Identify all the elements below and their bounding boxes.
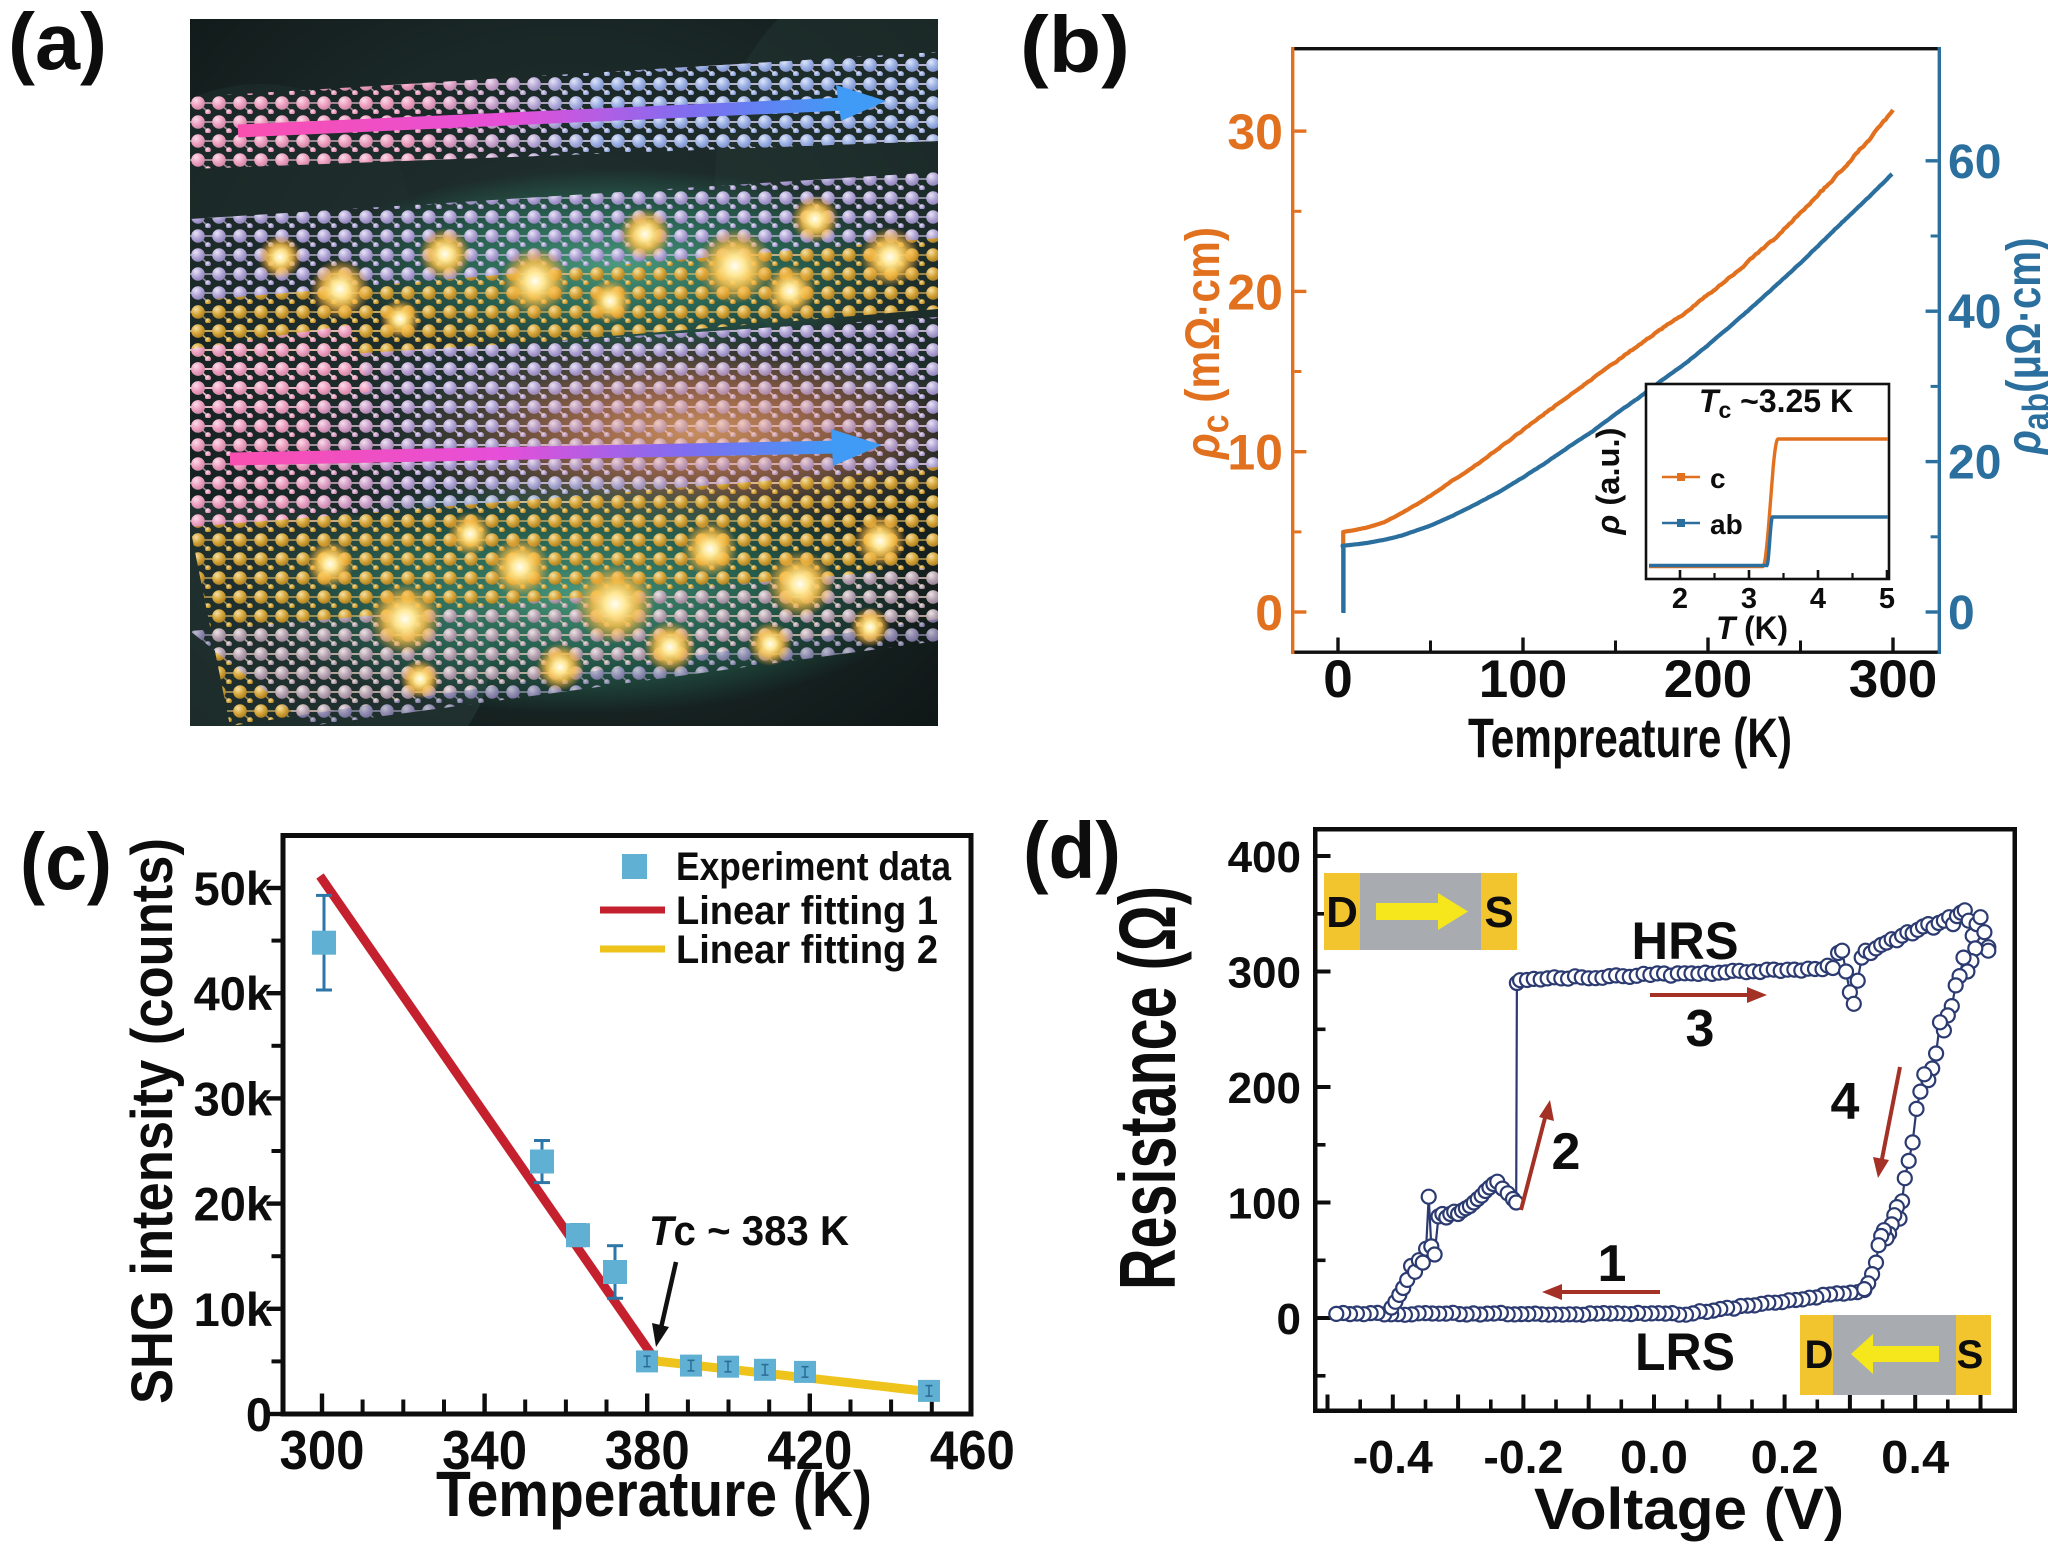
svg-text:0.0: 0.0 (1620, 1431, 1688, 1483)
svg-text:Tc ~3.25 K: Tc ~3.25 K (1699, 383, 1853, 423)
svg-text:3: 3 (1741, 583, 1757, 615)
svg-text:0: 0 (1323, 650, 1352, 709)
svg-text:340: 340 (442, 1419, 527, 1481)
svg-text:Resistance (Ω): Resistance (Ω) (1103, 886, 1192, 1290)
svg-text:(d): (d) (1023, 806, 1121, 895)
svg-text:2: 2 (1672, 583, 1688, 615)
svg-text:460: 460 (930, 1419, 1015, 1481)
svg-text:ab: ab (1710, 509, 1743, 540)
svg-text:ρc (mΩ·cm): ρc (mΩ·cm) (1177, 227, 1237, 461)
svg-text:0: 0 (1255, 585, 1283, 641)
svg-text:20: 20 (1227, 264, 1283, 320)
svg-text:1: 1 (1598, 1235, 1627, 1293)
svg-text:Temperature (K): Temperature (K) (436, 1458, 872, 1530)
svg-text:Voltage (V): Voltage (V) (1534, 1477, 1844, 1542)
svg-text:20k: 20k (194, 1178, 273, 1231)
svg-text:380: 380 (605, 1419, 690, 1481)
svg-text:HRS: HRS (1632, 912, 1739, 971)
svg-text:ρ (a.u.): ρ (a.u.) (1590, 428, 1626, 536)
svg-text:200: 200 (1228, 1064, 1301, 1113)
svg-text:0.2: 0.2 (1751, 1431, 1819, 1483)
svg-text:D: D (1805, 1333, 1834, 1377)
svg-text:Tc ~ 383 K: Tc ~ 383 K (649, 1207, 849, 1254)
svg-text:Experiment data: Experiment data (676, 845, 952, 889)
svg-text:300: 300 (1228, 949, 1301, 998)
svg-text:Tempreature (K): Tempreature (K) (1468, 706, 1792, 769)
svg-text:300: 300 (280, 1419, 365, 1481)
svg-text:0: 0 (1277, 1295, 1301, 1344)
svg-text:5: 5 (1879, 583, 1895, 615)
svg-text:400: 400 (1228, 833, 1301, 882)
svg-text:10: 10 (1227, 425, 1283, 481)
svg-text:60: 60 (1948, 136, 2001, 189)
svg-text:100: 100 (1479, 650, 1567, 709)
svg-text:40k: 40k (194, 967, 273, 1020)
svg-text:ρab(μΩ·cm): ρab(μΩ·cm) (1998, 237, 2048, 456)
svg-text:0: 0 (1948, 587, 1975, 640)
svg-text:2: 2 (1552, 1123, 1581, 1181)
svg-text:T (K): T (K) (1716, 610, 1788, 646)
svg-text:300: 300 (1849, 650, 1937, 709)
svg-text:-0.4: -0.4 (1353, 1431, 1433, 1483)
svg-text:-0.2: -0.2 (1483, 1431, 1563, 1483)
svg-text:c: c (1710, 463, 1726, 494)
svg-text:Linear fitting 2: Linear fitting 2 (676, 928, 938, 972)
svg-text:SHG intensity (counts): SHG intensity (counts) (120, 838, 185, 1404)
svg-text:50k: 50k (194, 862, 273, 915)
svg-text:3: 3 (1686, 1000, 1715, 1058)
svg-text:20: 20 (1948, 437, 2001, 490)
svg-text:4: 4 (1831, 1073, 1860, 1131)
svg-text:D: D (1326, 888, 1358, 937)
svg-text:S: S (1957, 1333, 1984, 1377)
svg-text:(c): (c) (20, 817, 112, 906)
svg-text:0.4: 0.4 (1881, 1431, 1949, 1483)
svg-text:Linear fitting 1: Linear fitting 1 (676, 889, 938, 933)
svg-text:200: 200 (1664, 650, 1752, 709)
svg-text:30k: 30k (194, 1072, 273, 1125)
svg-text:4: 4 (1810, 583, 1826, 615)
svg-text:(a): (a) (8, 0, 107, 86)
svg-text:(b): (b) (1020, 0, 1130, 89)
svg-text:100: 100 (1228, 1180, 1301, 1229)
svg-text:10k: 10k (194, 1283, 273, 1336)
svg-text:LRS: LRS (1635, 1323, 1735, 1382)
svg-text:40: 40 (1948, 286, 2001, 339)
svg-text:30: 30 (1227, 104, 1283, 160)
svg-text:420: 420 (767, 1419, 852, 1481)
svg-text:0: 0 (246, 1388, 272, 1441)
svg-text:S: S (1484, 888, 1513, 937)
